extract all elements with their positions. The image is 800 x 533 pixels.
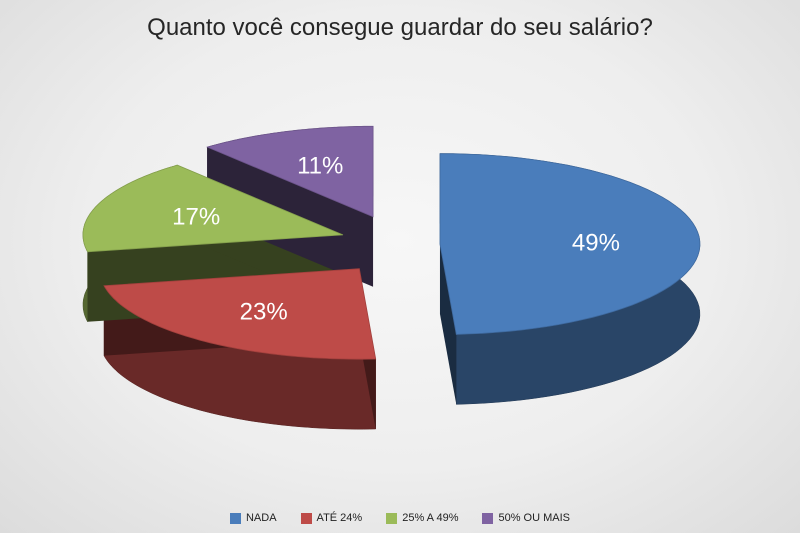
legend-label: NADA	[245, 512, 277, 524]
chart-title: Quanto você consegue guardar do seu salá…	[147, 14, 653, 41]
legend-item: 25% A 49%	[386, 512, 458, 524]
slice-nada-edge	[439, 244, 457, 405]
legend-swatch-ate-24	[300, 512, 312, 524]
legend-item: 50% OU MAIS	[482, 512, 570, 524]
legend-label: 50% OU MAIS	[498, 512, 571, 524]
legend: NADA ATÉ 24% 25% A 49% 50% OU MAIS	[0, 512, 800, 524]
legend-swatch-nada	[229, 512, 241, 524]
slice-25-a-49-label: 17%	[172, 203, 220, 230]
slice-ate-24-label: 23%	[240, 299, 288, 326]
slice-50-ou-mais	[206, 125, 374, 218]
slice-nada-label: 49%	[572, 229, 620, 256]
legend-label: ATÉ 24%	[316, 512, 363, 524]
legend-item: ATÉ 24%	[300, 512, 363, 524]
slice-50-ou-mais-label: 11%	[297, 153, 343, 180]
slice-ate-24	[103, 268, 377, 360]
legend-label: 25% A 49%	[402, 512, 459, 524]
legend-swatch-25-a-49	[386, 512, 398, 524]
slice-nada	[439, 153, 701, 335]
slice-25-a-49	[82, 164, 344, 253]
legend-item: NADA	[229, 512, 277, 524]
legend-swatch-50-ou-mais	[482, 512, 494, 524]
